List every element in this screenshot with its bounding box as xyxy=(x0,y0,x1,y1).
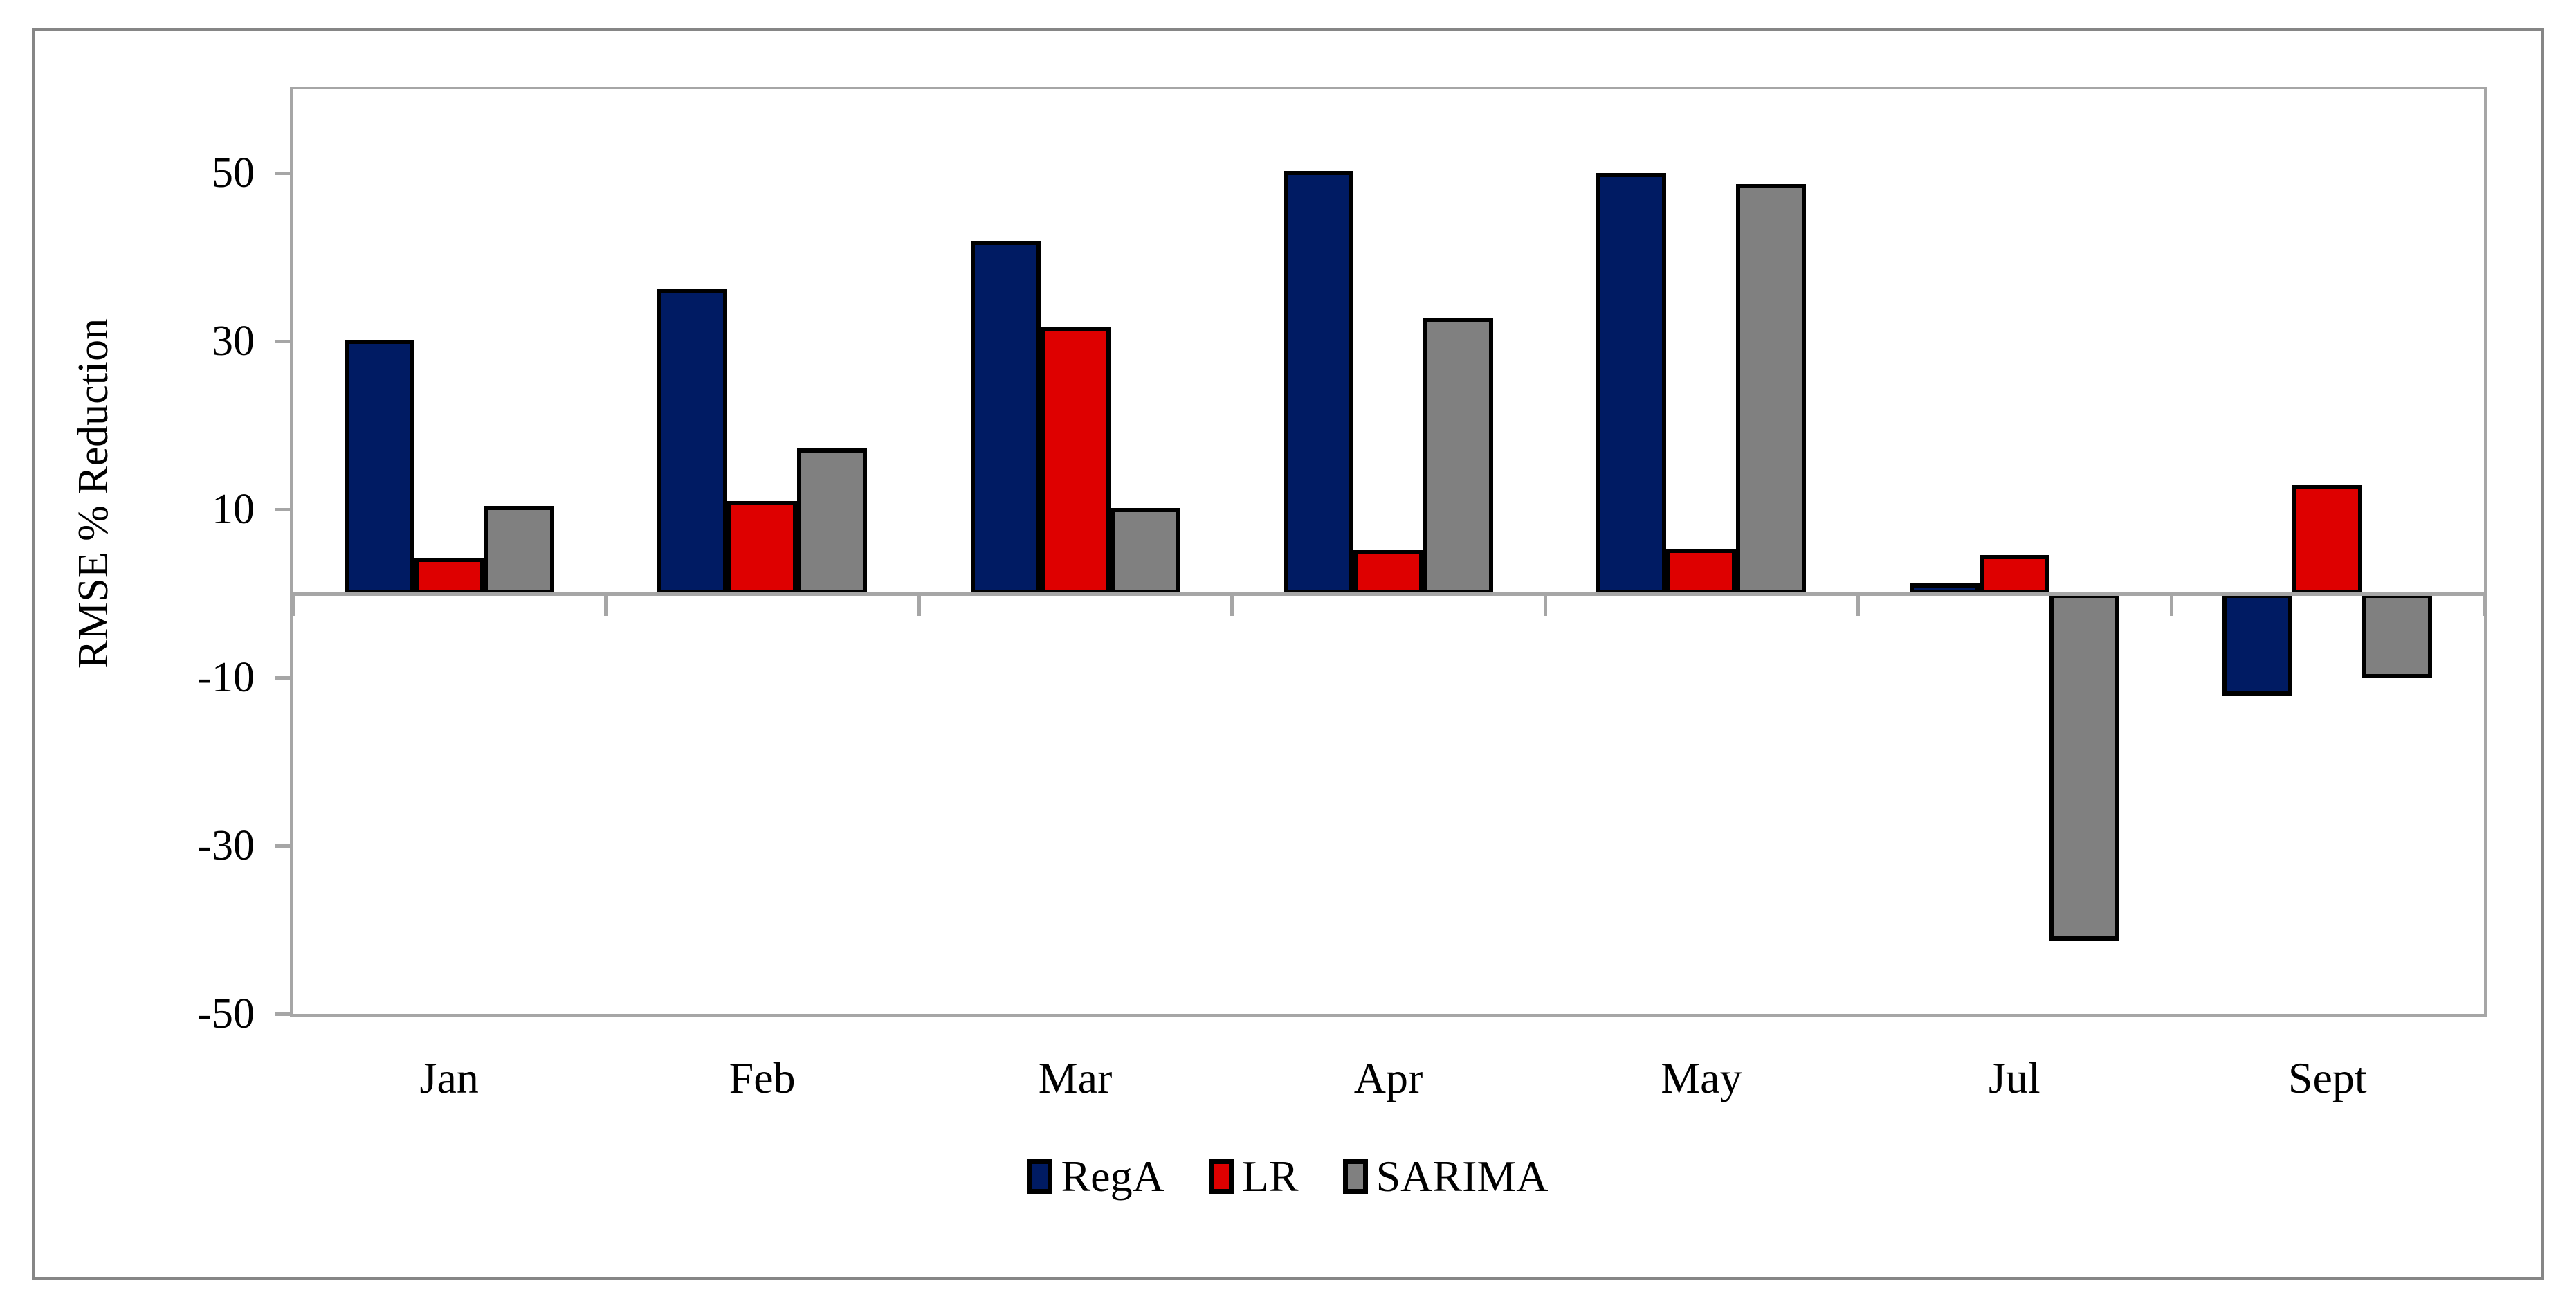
y-axis-tick xyxy=(275,844,293,848)
legend-item-rega: RegA xyxy=(1027,1149,1164,1204)
x-axis-tick xyxy=(1856,593,1861,616)
bar-lr-may xyxy=(1666,549,1737,594)
bar-rega-mar xyxy=(970,240,1041,594)
x-axis-tick xyxy=(291,593,295,616)
x-axis-tick xyxy=(2483,593,2486,616)
legend-label: RegA xyxy=(1061,1152,1164,1201)
x-category-label-apr: Apr xyxy=(1353,1053,1423,1102)
x-axis-tick xyxy=(1543,593,1547,616)
x-category-label-sept: Sept xyxy=(2287,1053,2367,1102)
y-tick-label: -30 xyxy=(197,822,255,870)
legend-swatch-rega xyxy=(1027,1159,1053,1194)
bar-sarima-jul xyxy=(2049,593,2119,941)
y-axis-tick xyxy=(275,676,293,680)
y-tick-label: -50 xyxy=(197,990,255,1037)
y-axis-tick xyxy=(275,340,293,344)
y-tick-label: 30 xyxy=(212,318,255,365)
y-tick-label: -10 xyxy=(197,654,255,702)
y-tick-label: 10 xyxy=(212,486,255,534)
bar-rega-jul xyxy=(1909,583,1980,594)
legend-swatch-sarima xyxy=(1342,1159,1368,1194)
bar-rega-sept xyxy=(2222,593,2293,696)
x-axis-tick xyxy=(917,593,921,616)
bar-rega-apr xyxy=(1284,170,1353,594)
bar-sarima-mar xyxy=(1110,507,1180,594)
bar-lr-mar xyxy=(1040,326,1111,594)
bar-rega-may xyxy=(1596,173,1667,594)
legend-label: LR xyxy=(1241,1152,1299,1201)
legend-item-lr: LR xyxy=(1208,1149,1299,1204)
bar-sarima-sept xyxy=(2362,593,2433,679)
x-category-label-feb: Feb xyxy=(729,1053,796,1102)
legend-swatch-lr xyxy=(1208,1159,1234,1194)
x-category-label-jan: Jan xyxy=(419,1053,479,1102)
x-axis-tick xyxy=(2169,593,2173,616)
x-category-label-may: May xyxy=(1661,1053,1742,1102)
y-axis-tick xyxy=(275,1012,293,1016)
y-axis-tick xyxy=(275,172,293,176)
bar-sarima-feb xyxy=(797,448,868,594)
legend-item-sarima: SARIMA xyxy=(1342,1149,1549,1204)
bar-rega-feb xyxy=(657,288,728,594)
y-tick-label: 50 xyxy=(212,149,255,197)
plot-area xyxy=(290,87,2487,1017)
bar-lr-feb xyxy=(727,501,798,594)
bar-lr-sept xyxy=(2292,485,2363,594)
x-axis-tick xyxy=(604,593,608,616)
y-axis-tick xyxy=(275,508,293,512)
x-axis-tick xyxy=(1230,593,1234,616)
bar-lr-jul xyxy=(1979,554,2049,594)
zero-axis-line xyxy=(293,592,2484,596)
legend-label: SARIMA xyxy=(1376,1152,1549,1201)
legend: RegA LR SARIMA xyxy=(0,1143,2576,1210)
bar-rega-jan xyxy=(344,339,414,594)
x-category-label-jul: Jul xyxy=(1989,1053,2040,1102)
bar-sarima-jan xyxy=(484,506,554,594)
bar-lr-jan xyxy=(414,557,484,594)
bar-lr-apr xyxy=(1353,549,1423,594)
x-category-label-mar: Mar xyxy=(1038,1053,1113,1102)
bar-sarima-apr xyxy=(1423,318,1493,594)
bar-sarima-may xyxy=(1736,184,1807,594)
